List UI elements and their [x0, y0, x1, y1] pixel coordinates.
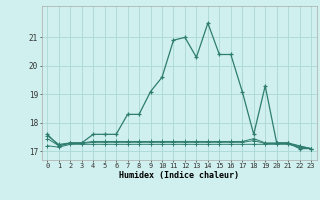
X-axis label: Humidex (Indice chaleur): Humidex (Indice chaleur) — [119, 171, 239, 180]
